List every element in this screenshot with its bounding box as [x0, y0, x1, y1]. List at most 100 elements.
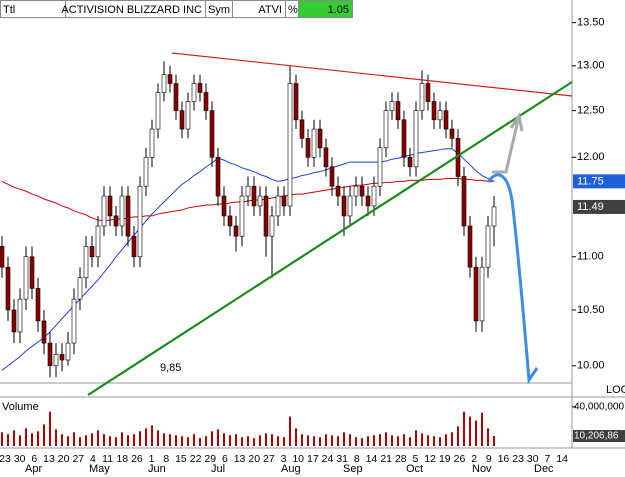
volume-bar	[85, 435, 87, 446]
candle-body	[113, 215, 119, 227]
day-label: 30	[527, 453, 539, 465]
volume-bar	[241, 437, 243, 446]
price-marker	[573, 199, 625, 214]
candle-body	[401, 119, 407, 158]
volume-bar	[145, 428, 147, 446]
candle-body	[419, 83, 425, 111]
candle-body	[371, 185, 377, 207]
day-label: 27	[72, 453, 84, 465]
candle-body	[407, 156, 413, 168]
candle-body	[95, 225, 101, 258]
day-label: 24	[322, 453, 334, 465]
volume-bar	[229, 435, 231, 446]
day-label: 3	[281, 453, 287, 465]
volume-bar	[133, 434, 135, 446]
volume-bar	[349, 434, 351, 446]
volume-bar	[211, 431, 213, 446]
volume-bar	[265, 433, 267, 446]
candle-body	[293, 83, 299, 121]
candle-body	[71, 298, 77, 344]
volume-bar	[235, 434, 237, 446]
day-label: 30	[14, 453, 26, 465]
volume-bar	[445, 434, 447, 446]
volume-bar	[181, 436, 183, 446]
candle-body	[179, 110, 185, 130]
candle-body	[473, 266, 479, 322]
day-label: 11	[102, 453, 113, 465]
volume-bar	[409, 437, 411, 446]
header-text: Ttl	[3, 4, 15, 16]
day-label: 20	[58, 453, 70, 465]
volume-bar	[403, 434, 405, 446]
candle-body	[491, 206, 497, 227]
day-label: 29	[204, 453, 216, 465]
candle-body	[347, 195, 353, 217]
header-text: ACTIVISION BLIZZARD INC	[61, 4, 202, 16]
volume-bar	[193, 434, 195, 446]
day-label: 18	[116, 453, 128, 465]
candle-body	[317, 128, 323, 149]
month-label: Sep	[343, 463, 363, 475]
candle-body	[155, 92, 161, 130]
candle-body	[377, 147, 383, 187]
price-marker-label: 11.49	[577, 201, 604, 213]
day-label: 21	[380, 453, 392, 465]
volume-title: Volume	[2, 401, 39, 413]
volume-bar	[469, 416, 471, 446]
support-line	[87, 81, 573, 396]
candle-body	[0, 246, 5, 268]
month-label: Apr	[25, 463, 42, 475]
candle-body	[173, 83, 179, 111]
month-label: Nov	[472, 463, 492, 475]
candle-body	[257, 195, 263, 207]
volume-bar	[31, 433, 33, 446]
volume-bar	[421, 433, 423, 446]
month-label: Aug	[281, 463, 301, 475]
volume-bar	[169, 434, 171, 446]
candle-body	[143, 156, 149, 187]
candle-body	[245, 185, 251, 197]
volume-bar	[127, 435, 129, 446]
candle-body	[311, 128, 317, 158]
candle-body	[227, 215, 233, 227]
day-label: 26	[131, 453, 143, 465]
volume-bar	[433, 436, 435, 446]
candle-body	[239, 195, 245, 237]
day-label: 15	[175, 453, 187, 465]
candle-body	[269, 215, 275, 237]
volume-bar	[385, 432, 387, 446]
volume-bar	[259, 435, 261, 446]
header-text: Sym	[208, 4, 230, 16]
day-label: 12	[424, 453, 436, 465]
candle-body	[443, 110, 449, 130]
volume-bar	[307, 435, 309, 446]
volume-marker-label: 10,206,86	[574, 431, 619, 442]
candle-body	[425, 83, 431, 102]
moving-average	[1, 148, 495, 371]
volume-bar	[253, 438, 255, 446]
day-label: 27	[263, 453, 275, 465]
volume-bar	[355, 437, 357, 446]
volume-bar	[271, 434, 273, 446]
candle-body	[287, 83, 293, 207]
day-label: 16	[498, 453, 510, 465]
candle-body	[485, 225, 491, 268]
volume-bar	[391, 435, 393, 446]
volume-bar	[73, 432, 75, 446]
day-label: 7	[544, 453, 550, 465]
volume-bar	[247, 436, 249, 446]
candle-body	[35, 288, 41, 322]
volume-bar	[367, 436, 369, 446]
header-text: 1.05	[328, 4, 349, 16]
volume-bar	[337, 436, 339, 446]
volume-bar	[55, 429, 57, 446]
day-label: 19	[439, 453, 451, 465]
ylim-label: 9,85	[160, 362, 181, 374]
header-box	[298, 0, 353, 18]
scale-label: LOG	[606, 384, 625, 396]
candle-body	[479, 266, 485, 322]
day-label: 31	[336, 453, 348, 465]
y-tick-label: 13.00	[577, 60, 605, 72]
month-label: Jun	[148, 463, 166, 475]
volume-bar	[175, 435, 177, 446]
